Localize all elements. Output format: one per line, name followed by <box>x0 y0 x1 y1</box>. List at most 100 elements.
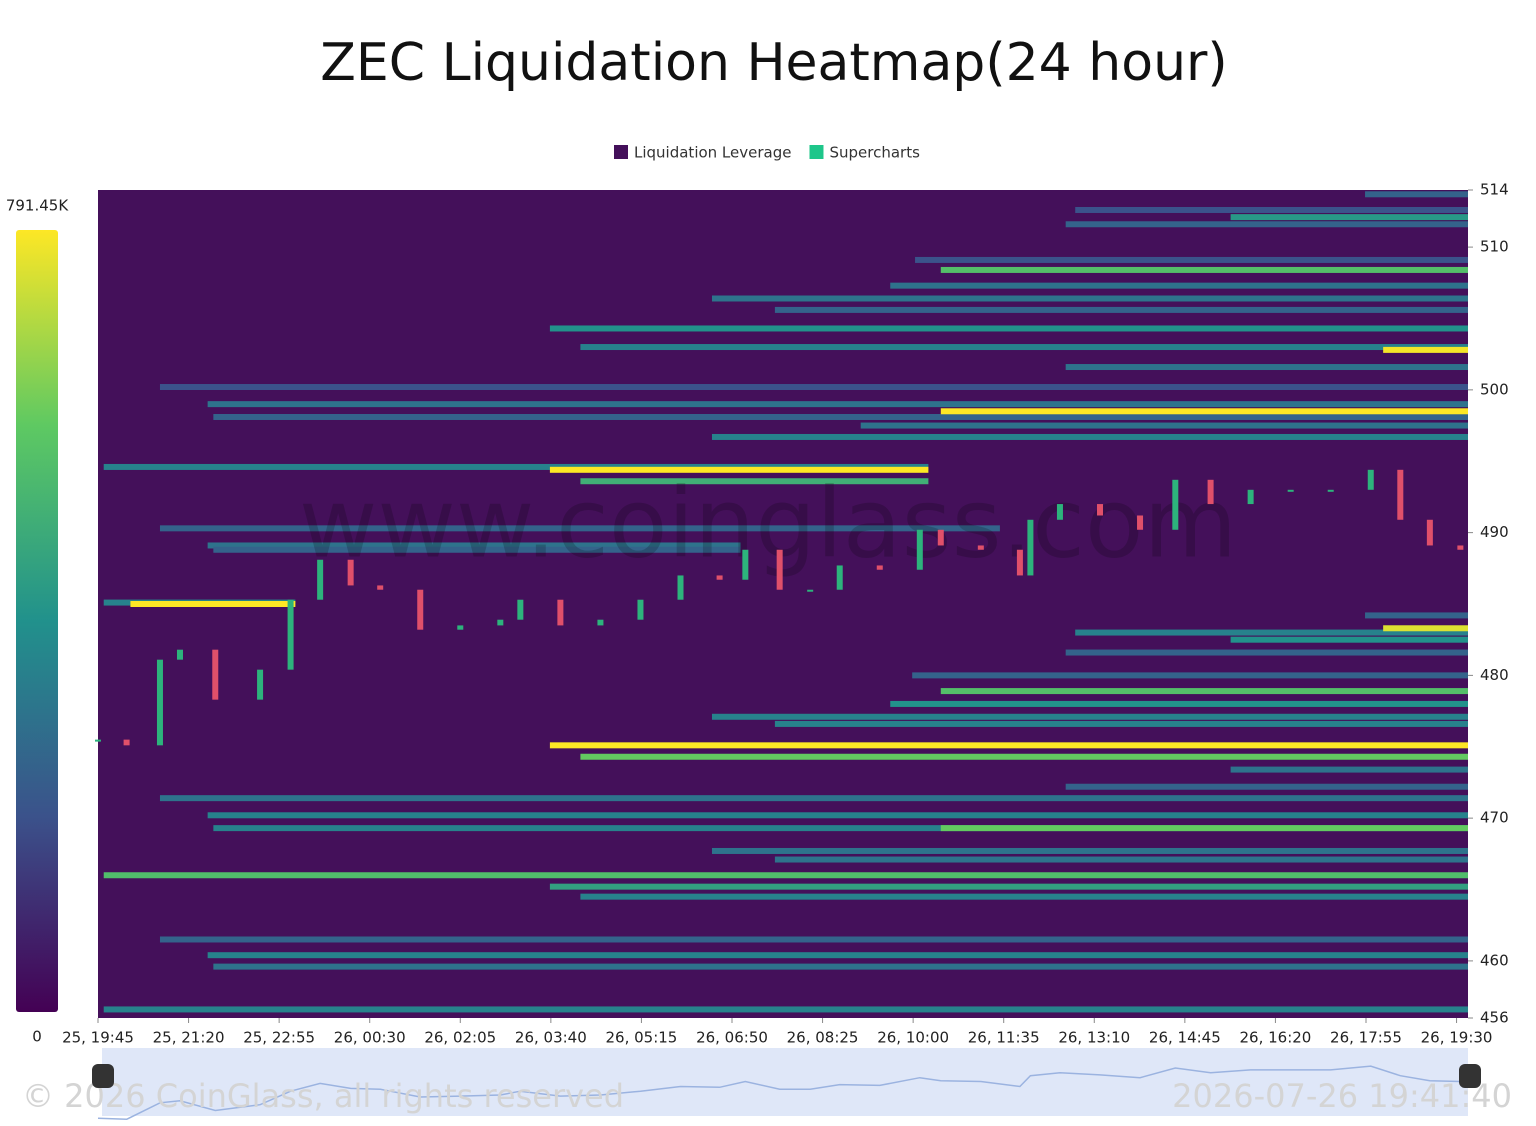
liquidation-band <box>130 601 296 607</box>
liquidation-band <box>1365 612 1468 619</box>
liquidation-band <box>774 306 1468 313</box>
candle <box>1247 489 1254 505</box>
candle <box>742 549 749 580</box>
liquidation-band <box>774 856 1468 863</box>
liquidation-band <box>860 422 1468 429</box>
candle <box>212 649 219 700</box>
candle <box>123 739 130 746</box>
candle <box>517 599 524 620</box>
candle <box>457 625 464 630</box>
candle <box>1016 549 1023 576</box>
legend-swatch <box>614 145 628 159</box>
candle <box>417 589 424 630</box>
candle <box>1367 469 1374 490</box>
legend-label: Liquidation Leverage <box>634 144 791 162</box>
liquidation-band <box>580 478 929 485</box>
x-tick-label: 26, 02:05 <box>424 1029 496 1047</box>
candle <box>1457 545 1464 550</box>
candle <box>876 565 883 570</box>
liquidation-band <box>890 282 1468 289</box>
y-tick-label: 510 <box>1480 238 1509 256</box>
y-tick-label: 514 <box>1480 181 1509 199</box>
watermark: www.coinglass.com <box>299 467 1237 579</box>
candle <box>1207 479 1214 505</box>
candle <box>1137 515 1144 530</box>
nav-handle-right[interactable] <box>1459 1064 1481 1088</box>
liquidation-band <box>1065 221 1468 228</box>
liquidation-band <box>207 542 741 549</box>
x-tick-label: 26, 13:10 <box>1058 1029 1130 1047</box>
liquidation-band <box>1065 649 1468 656</box>
candle <box>1426 519 1433 546</box>
liquidation-band <box>213 825 1468 832</box>
candle <box>156 659 163 746</box>
candle <box>176 649 183 660</box>
y-tick-label: 500 <box>1480 380 1509 398</box>
candle <box>347 559 354 586</box>
legend-swatch <box>809 145 824 159</box>
navigator <box>102 1048 1468 1116</box>
candle <box>257 669 264 700</box>
liquidation-band <box>213 413 1468 420</box>
candle <box>776 549 783 590</box>
candle <box>1287 489 1294 492</box>
candle <box>1172 479 1179 530</box>
liquidation-band <box>1075 206 1468 213</box>
x-tick-label: 26, 14:45 <box>1149 1029 1221 1047</box>
liquidation-band <box>711 847 1468 854</box>
liquidation-band <box>1230 766 1468 773</box>
x-tick-label: 26, 06:50 <box>696 1029 768 1047</box>
x-tick-label: 26, 00:30 <box>334 1029 406 1047</box>
y-tick-label: 470 <box>1480 809 1509 827</box>
liquidation-band <box>159 525 1000 532</box>
y-tick-label: 480 <box>1480 666 1509 684</box>
candle <box>916 529 923 570</box>
color-bar-label: 791.45K <box>6 197 69 215</box>
liquidation-band <box>549 466 929 473</box>
candle <box>597 619 604 626</box>
liquidation-band <box>915 256 1468 263</box>
liquidation-band <box>580 893 1468 900</box>
liquidation-band <box>1383 625 1468 632</box>
liquidation-band <box>940 688 1468 695</box>
liquidation-band <box>940 825 1468 832</box>
liquidation-band <box>207 812 1468 819</box>
candle <box>836 565 843 590</box>
liquidation-band <box>711 713 1468 720</box>
x-tick-label: 26, 17:55 <box>1330 1029 1402 1047</box>
candle <box>557 599 564 626</box>
candle <box>377 585 384 590</box>
y-tick-label: 460 <box>1480 951 1509 969</box>
nav-handle-left[interactable] <box>92 1064 114 1088</box>
liquidation-band <box>1075 629 1468 636</box>
liquidation-band <box>940 408 1468 415</box>
candle <box>716 575 723 580</box>
y-tick-label: 490 <box>1480 523 1509 541</box>
x-tick-label: 25, 21:20 <box>153 1029 225 1047</box>
x-tick-label: 26, 19:30 <box>1421 1029 1493 1047</box>
liquidation-band <box>549 325 1468 332</box>
candle <box>95 739 101 742</box>
liquidation-band <box>711 295 1468 302</box>
liquidation-band <box>774 720 1468 727</box>
liquidation-band <box>1230 214 1468 221</box>
legend-label: Supercharts <box>829 144 920 162</box>
candle <box>1027 519 1034 576</box>
liquidation-band <box>549 742 1468 749</box>
candle <box>637 599 644 620</box>
liquidation-band <box>159 384 1469 391</box>
liquidation-band <box>159 936 1469 943</box>
color-bar-label: 0 <box>32 1028 42 1046</box>
copyright: © 2026 CoinGlass, all rights reserved <box>22 1077 624 1115</box>
candle <box>1096 504 1103 516</box>
liquidation-band <box>912 672 1468 679</box>
x-tick-label: 26, 08:25 <box>787 1029 859 1047</box>
x-tick-label: 26, 03:40 <box>515 1029 587 1047</box>
liquidation-band <box>549 883 1468 890</box>
liquidation-band <box>103 463 929 470</box>
candle <box>937 529 944 546</box>
liquidation-band <box>159 795 1469 802</box>
liquidation-band <box>213 963 1468 970</box>
liquidation-band <box>207 952 1468 959</box>
chart-title: ZEC Liquidation Heatmap(24 hour) <box>320 33 1227 93</box>
